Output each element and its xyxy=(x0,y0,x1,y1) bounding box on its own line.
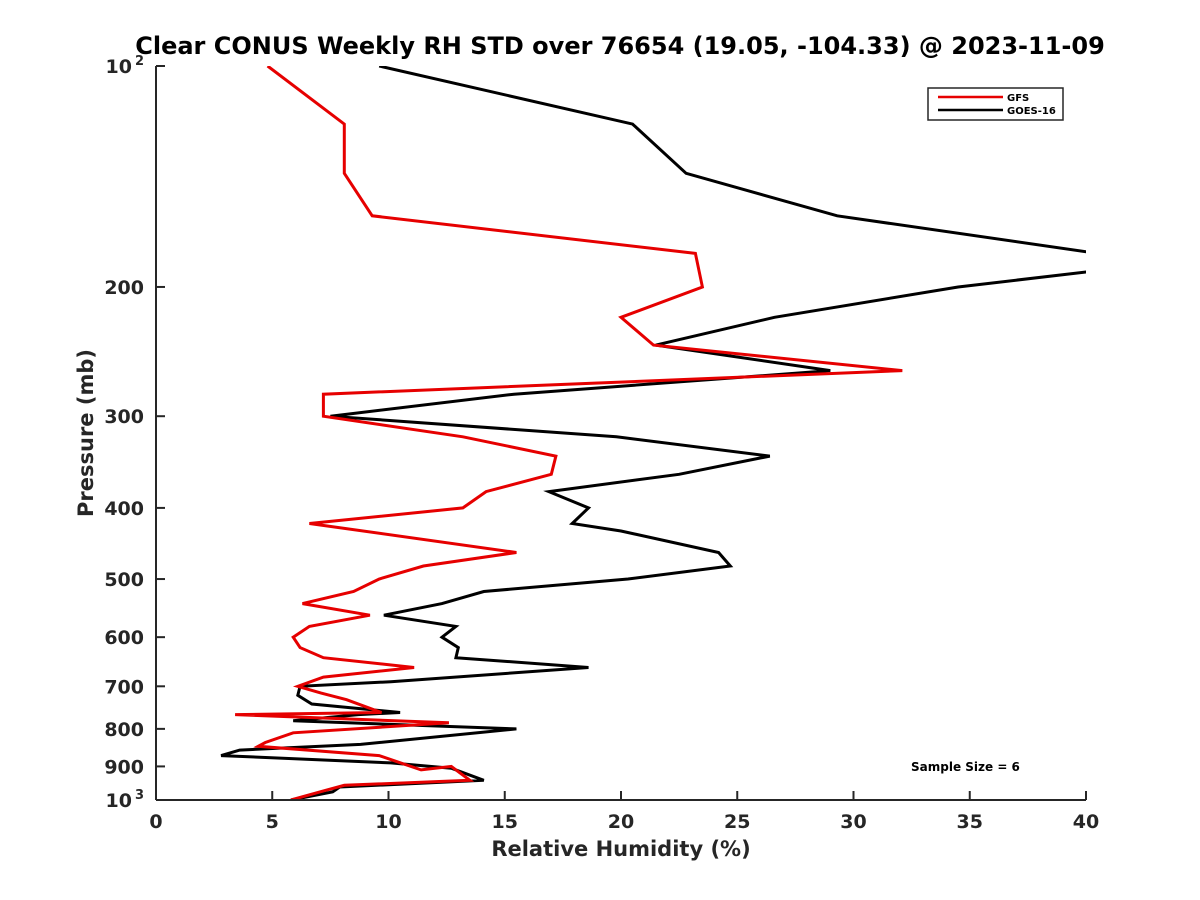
legend-box xyxy=(927,87,1064,121)
x-ticks: 0 5 10 15 20 25 30 35 40 xyxy=(149,791,1099,833)
y-tick-label: 800 xyxy=(104,719,144,741)
y-tick-label: 500 xyxy=(104,569,144,591)
x-tick-label: 20 xyxy=(608,811,634,833)
y-tick-label: 200 xyxy=(104,277,144,299)
y-tick-label: 10 xyxy=(106,790,132,812)
x-tick-label: 30 xyxy=(840,811,866,833)
y-tick-label: 400 xyxy=(104,498,144,520)
chart-title: Clear CONUS Weekly RH STD over 76654 (19… xyxy=(135,32,1105,60)
x-axis-label: Relative Humidity (%) xyxy=(491,837,750,861)
sample-size-annotation: Sample Size = 6 xyxy=(911,760,1020,774)
series-line-goes16 xyxy=(220,66,1086,800)
x-tick-label: 25 xyxy=(724,811,750,833)
y-tick-label: 10 xyxy=(106,56,132,78)
legend-label-gfs: GFS xyxy=(1007,93,1029,104)
x-tick-label: 40 xyxy=(1073,811,1099,833)
y-tick-label: 600 xyxy=(104,627,144,649)
x-tick-label: 15 xyxy=(492,811,518,833)
legend-label-goes16: GOES-16 xyxy=(1007,106,1056,117)
y-axis-label: Pressure (mb) xyxy=(74,349,98,517)
x-tick-label: 0 xyxy=(149,811,162,833)
series-line-gfs xyxy=(235,66,903,800)
x-tick-label: 5 xyxy=(266,811,279,833)
series-layer xyxy=(220,66,1086,800)
y-tick-label: 700 xyxy=(104,676,144,698)
x-tick-label: 35 xyxy=(957,811,983,833)
y-tick-label-exponent: 2 xyxy=(135,54,144,69)
y-tick-label: 900 xyxy=(104,756,144,778)
x-tick-label: 10 xyxy=(375,811,401,833)
legend: GFS GOES-16 xyxy=(927,87,1064,121)
y-tick-label: 300 xyxy=(104,406,144,428)
y-tick-label-exponent: 3 xyxy=(135,788,144,803)
